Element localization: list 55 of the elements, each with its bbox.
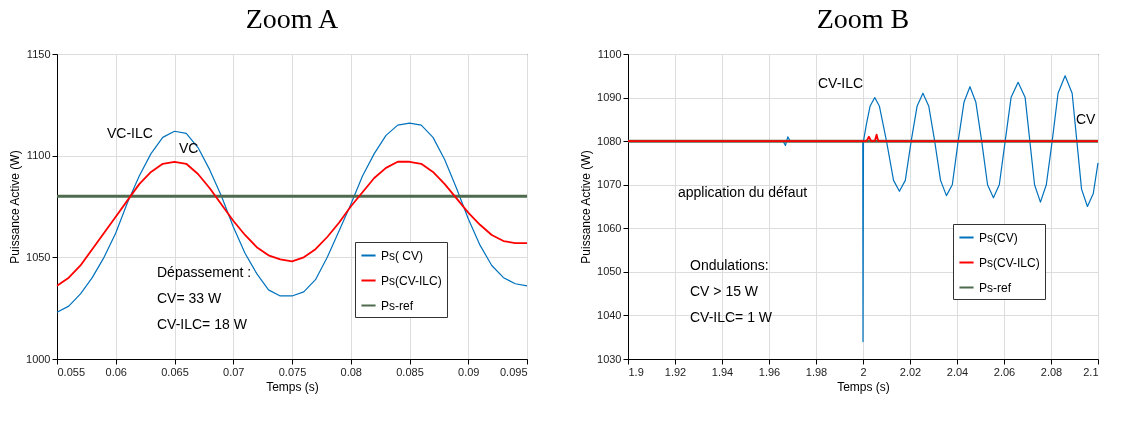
y-tick-label: 1100 bbox=[597, 47, 622, 60]
y-tick-label: 1040 bbox=[597, 308, 622, 321]
legend-label: Ps-ref bbox=[381, 298, 414, 313]
legend-label: Ps(CV-ILC) bbox=[979, 255, 1040, 270]
x-tick-label: 2.08 bbox=[1040, 365, 1063, 378]
annotation: Ondulations: bbox=[690, 257, 769, 273]
legend-label: Ps(CV-ILC) bbox=[381, 273, 442, 288]
annotation: CV= 33 W bbox=[157, 290, 222, 306]
y-tick-label: 1100 bbox=[26, 149, 51, 162]
y-tick-label: 1150 bbox=[26, 47, 51, 60]
y-tick-label: 1030 bbox=[597, 352, 622, 365]
x-tick-label: 0.08 bbox=[340, 365, 362, 378]
x-tick-label: 2.06 bbox=[993, 365, 1016, 378]
annotation: VC-ILC bbox=[107, 125, 153, 141]
y-axis-title: Puissance Active (W) bbox=[8, 150, 23, 264]
legend-label: Ps(CV) bbox=[979, 230, 1018, 245]
annotation: CV-ILC bbox=[818, 75, 864, 91]
x-tick-label: 0.09 bbox=[458, 365, 480, 378]
y-tick-label: 1050 bbox=[597, 265, 622, 278]
annotation: CV > 15 W bbox=[690, 283, 759, 299]
y-tick-label: 1080 bbox=[597, 134, 622, 147]
y-tick-label: 1050 bbox=[26, 250, 51, 263]
x-tick-label: 0.07 bbox=[223, 365, 245, 378]
x-tick-label: 2.1 bbox=[1083, 365, 1099, 378]
legend-label: Ps( CV) bbox=[381, 248, 423, 263]
x-tick-label: 1.98 bbox=[805, 365, 828, 378]
annotation: CV-ILC= 18 W bbox=[157, 316, 248, 332]
x-tick-label: 0.055 bbox=[57, 365, 86, 378]
x-tick-label: 2.02 bbox=[899, 365, 922, 378]
annotation: VC bbox=[179, 140, 199, 156]
x-tick-label: 1.92 bbox=[664, 365, 687, 378]
x-axis-title: Temps (s) bbox=[837, 379, 890, 394]
y-tick-label: 1070 bbox=[597, 178, 622, 191]
x-tick-label: 0.075 bbox=[278, 365, 307, 378]
chart-title: Zoom A bbox=[245, 3, 340, 34]
y-tick-label: 1090 bbox=[597, 91, 622, 104]
x-tick-label: 1.94 bbox=[711, 365, 734, 378]
x-tick-label: 1.9 bbox=[628, 365, 644, 378]
x-tick-label: 0.095 bbox=[499, 365, 528, 378]
annotation: application du défaut bbox=[678, 184, 808, 200]
legend-label: Ps-ref bbox=[979, 280, 1012, 295]
annotation: Dépassement : bbox=[157, 264, 252, 280]
x-tick-label: 2 bbox=[860, 365, 867, 378]
x-tick-label: 0.06 bbox=[105, 365, 127, 378]
y-tick-label: 1060 bbox=[597, 221, 622, 234]
x-tick-label: 2.04 bbox=[946, 365, 969, 378]
x-tick-label: 1.96 bbox=[758, 365, 781, 378]
annotation: CV-ILC= 1 W bbox=[690, 309, 773, 325]
x-tick-label: 0.065 bbox=[161, 365, 189, 378]
chart-title: Zoom B bbox=[816, 3, 910, 34]
x-tick-label: 0.085 bbox=[396, 365, 424, 378]
y-axis-title: Puissance Active (W) bbox=[579, 150, 594, 264]
x-axis-title: Temps (s) bbox=[266, 379, 319, 394]
annotation: CV bbox=[1076, 111, 1097, 127]
y-tick-label: 1000 bbox=[26, 352, 51, 365]
